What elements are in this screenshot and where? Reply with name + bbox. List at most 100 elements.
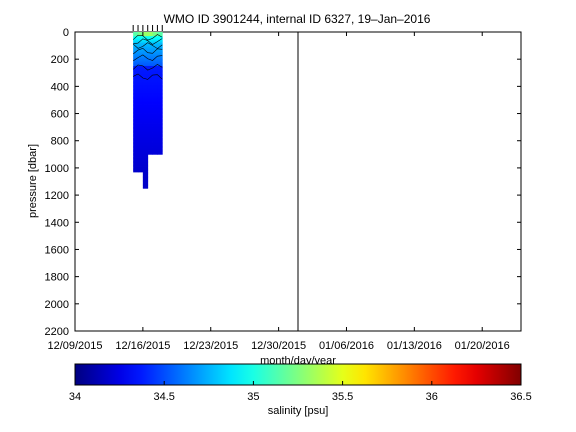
field-cell xyxy=(157,75,163,78)
field-cell xyxy=(133,57,139,60)
field-cell xyxy=(142,114,149,117)
field-cell xyxy=(138,120,144,123)
field-cell xyxy=(142,150,149,152)
field-cell xyxy=(152,61,158,64)
field-cell xyxy=(142,182,149,185)
field-cell xyxy=(152,37,158,40)
field-cell xyxy=(138,99,144,102)
field-cell xyxy=(138,158,144,161)
field-cell xyxy=(133,34,139,37)
field-cell xyxy=(152,64,158,67)
field-cell xyxy=(133,127,139,129)
field-cell xyxy=(147,124,153,127)
field-cell xyxy=(152,40,158,42)
field-cell xyxy=(142,68,149,71)
field-cell xyxy=(138,67,144,70)
field-cell xyxy=(157,59,163,61)
field-cell xyxy=(152,38,158,41)
field-cell xyxy=(147,67,153,70)
y-tick-label: 1800 xyxy=(45,272,69,284)
field-cell xyxy=(147,61,153,64)
colorbar-tick-label: 35.5 xyxy=(332,391,353,403)
field-cell xyxy=(157,61,163,64)
colorbar-label: salinity [psu] xyxy=(268,405,329,417)
field-cell xyxy=(157,93,163,95)
field-cell xyxy=(147,49,153,52)
field-cell xyxy=(138,109,144,112)
field-cell xyxy=(142,102,149,105)
contour-line xyxy=(133,38,163,45)
field-cell xyxy=(152,82,158,85)
field-cell xyxy=(138,113,144,116)
field-cell xyxy=(133,98,139,101)
field-cell xyxy=(152,142,158,144)
field-cell xyxy=(133,67,139,70)
field-cell xyxy=(142,135,149,138)
field-cell xyxy=(152,116,158,119)
field-cell xyxy=(142,53,149,56)
field-cell xyxy=(133,49,139,52)
field-cell xyxy=(152,52,158,55)
field-cell xyxy=(142,147,149,150)
field-cell xyxy=(142,177,149,180)
field-cell xyxy=(157,99,163,102)
field-cell xyxy=(147,71,153,74)
field-cell xyxy=(138,68,144,71)
field-cell xyxy=(152,72,158,75)
field-cell xyxy=(147,42,153,45)
field-cell xyxy=(133,32,139,34)
field-cell xyxy=(142,132,149,135)
field-cell xyxy=(147,95,153,98)
field-cell xyxy=(133,114,139,117)
field-cell xyxy=(157,129,163,132)
field-cell xyxy=(147,51,153,53)
field-cell xyxy=(138,166,144,169)
field-cell xyxy=(138,127,144,129)
field-cell xyxy=(138,97,144,99)
field-cell xyxy=(152,57,158,60)
field-cell xyxy=(157,118,163,121)
field-cell xyxy=(142,76,149,79)
field-cell xyxy=(147,74,153,76)
field-cell xyxy=(147,132,153,135)
colorbar-tick-label: 34.5 xyxy=(153,391,174,403)
colorbar-tick-label: 34 xyxy=(69,391,81,403)
field-cell xyxy=(152,123,158,125)
field-cell xyxy=(142,118,149,121)
field-cell xyxy=(138,82,144,85)
profile-markers xyxy=(132,25,163,31)
field-cell xyxy=(138,32,144,34)
field-cell xyxy=(157,104,163,106)
field-cell xyxy=(142,124,149,127)
plot-area: 0 200 400 600 800 1000 1200 1400 1600 1800 2000 220… xyxy=(45,25,522,352)
field-cell xyxy=(133,155,139,158)
y-tick-label: 200 xyxy=(51,54,69,66)
y-axis: 0 200 400 600 800 1000 1200 1400 1600 1800 2000 220… xyxy=(45,27,521,338)
field-cell xyxy=(142,180,149,182)
y-tick-label: 1000 xyxy=(45,163,69,175)
field-cell xyxy=(142,70,149,72)
field-cell xyxy=(157,90,163,93)
field-cell xyxy=(142,33,149,36)
field-cell xyxy=(157,101,163,104)
field-cell xyxy=(157,67,163,70)
field-cell xyxy=(152,144,158,147)
field-cell xyxy=(138,133,144,136)
field-cell xyxy=(157,148,163,151)
field-cell xyxy=(133,143,139,146)
x-tick-label: 01/13/2016 xyxy=(387,340,442,352)
field-cell xyxy=(133,138,139,140)
field-cell xyxy=(142,61,149,64)
field-cell xyxy=(157,56,163,59)
x-tick-label: 01/06/2016 xyxy=(319,340,374,352)
field-cell xyxy=(133,80,139,83)
field-cell xyxy=(152,36,158,38)
field-cell xyxy=(157,97,163,99)
field-cell xyxy=(133,79,139,82)
field-cell xyxy=(142,110,149,113)
field-cell xyxy=(133,76,139,79)
field-cell xyxy=(152,89,158,91)
field-cell xyxy=(152,98,158,101)
